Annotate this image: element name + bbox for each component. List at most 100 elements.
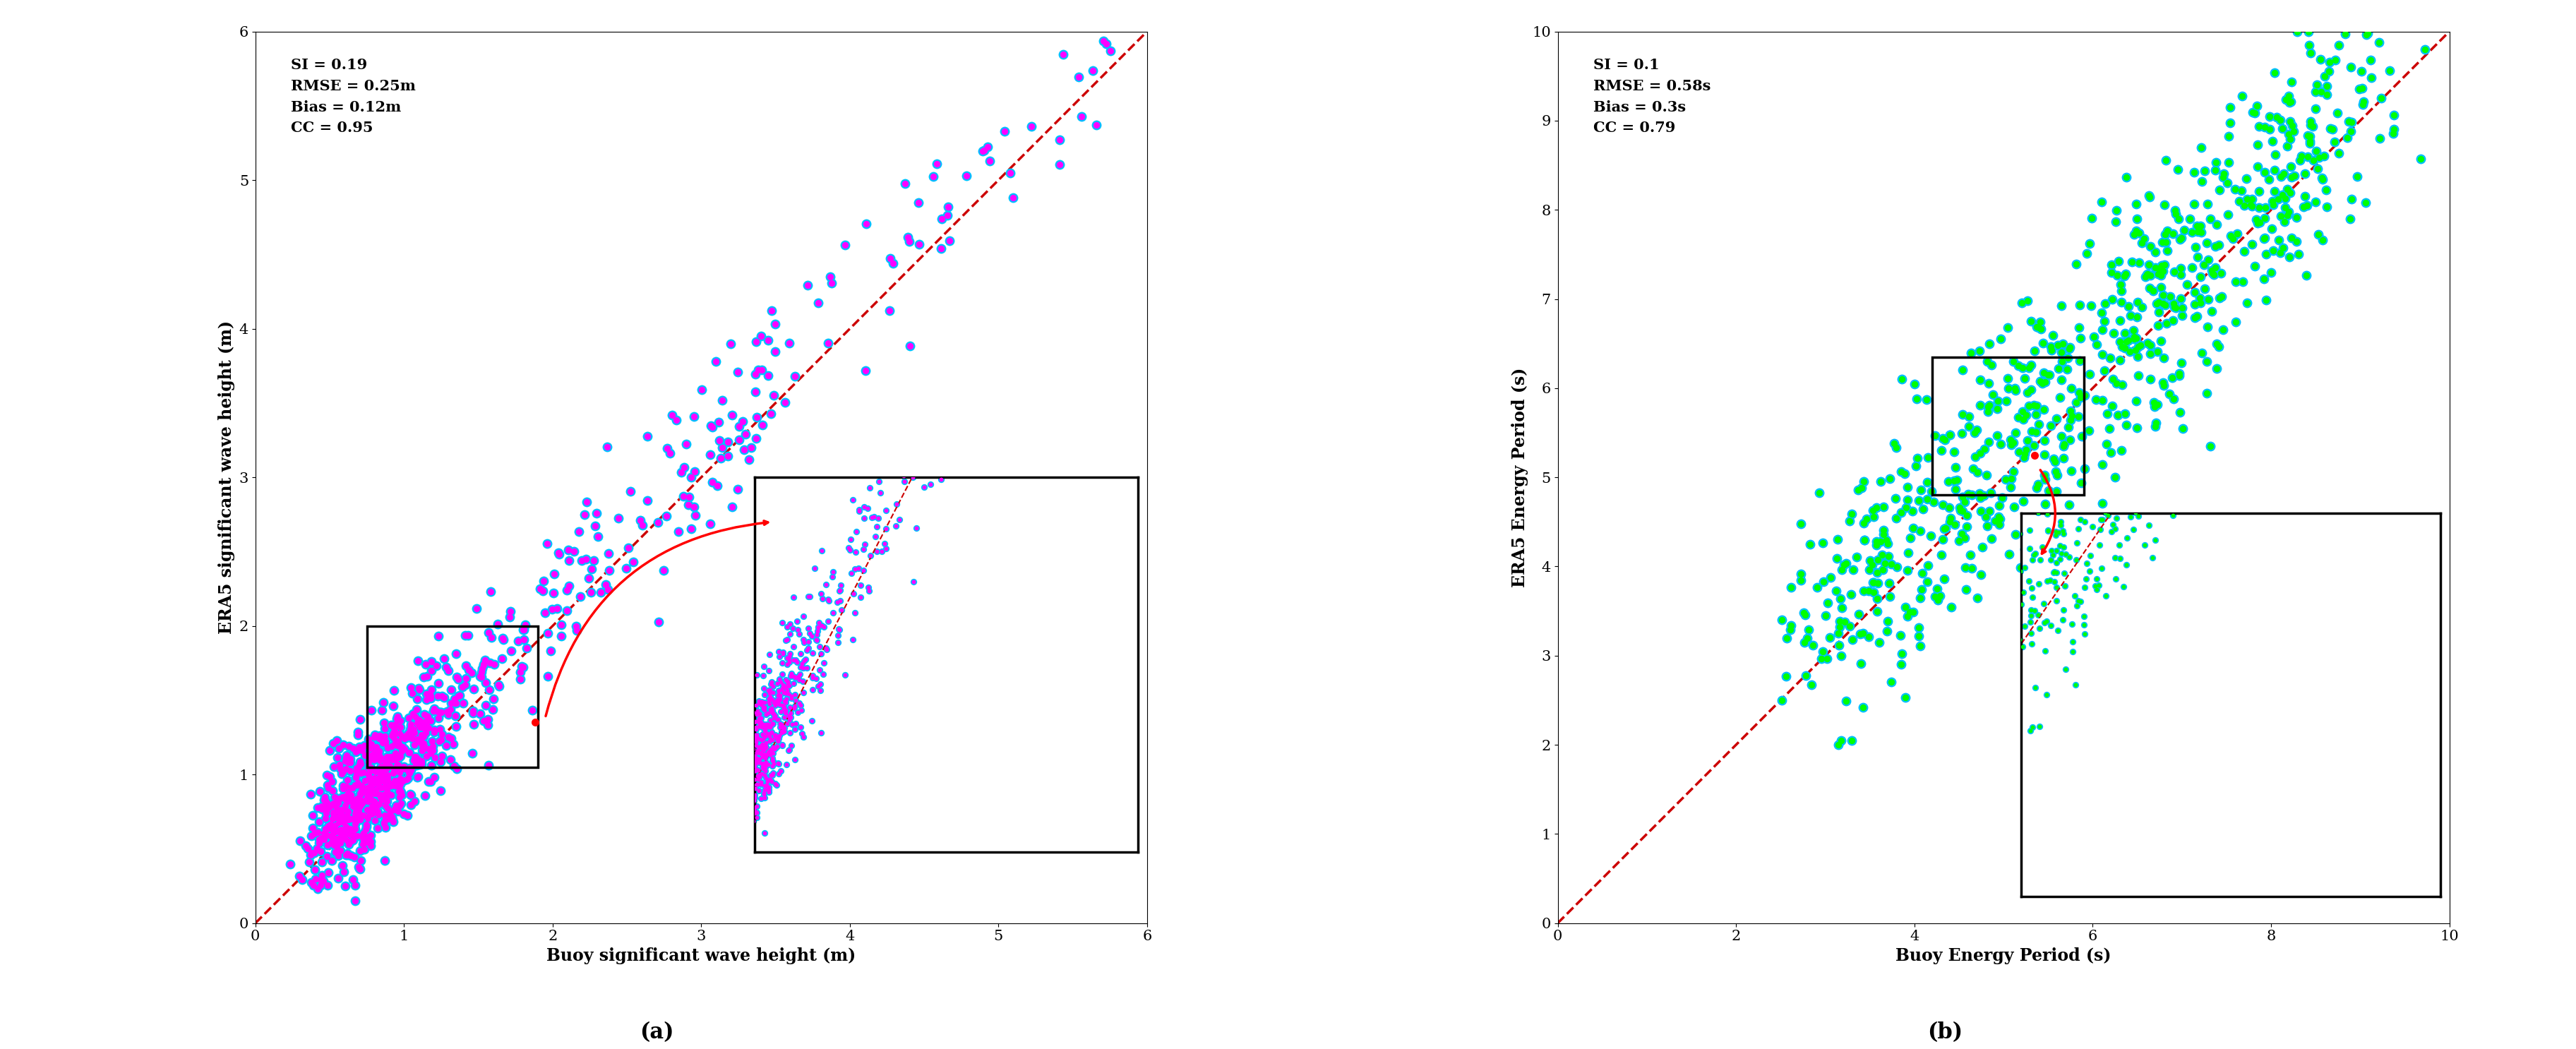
Point <box>1842 624 1883 641</box>
Point <box>381 740 422 756</box>
Point <box>417 627 459 644</box>
Point <box>451 745 492 762</box>
Point <box>309 834 350 851</box>
Point <box>1960 489 2002 506</box>
Point <box>374 729 415 746</box>
Point <box>353 762 394 778</box>
Point <box>332 740 374 756</box>
Point <box>1010 119 1051 135</box>
Point <box>2184 163 2226 179</box>
Point <box>2210 114 2251 131</box>
Point <box>737 362 778 379</box>
Point <box>2300 51 2342 68</box>
Point <box>2269 93 2311 110</box>
Point <box>1960 502 2002 519</box>
Point <box>335 893 376 909</box>
Point <box>2040 297 2081 314</box>
Point <box>1860 533 1901 550</box>
Point <box>1929 513 1971 530</box>
Point <box>2161 260 2202 277</box>
Point <box>1868 613 1909 629</box>
Point <box>374 723 415 740</box>
Point <box>1968 376 2009 392</box>
Point <box>1968 397 2009 413</box>
Point <box>412 757 453 774</box>
Point <box>672 408 714 425</box>
Point <box>1942 502 1984 519</box>
Point <box>2218 193 2259 210</box>
Point <box>428 729 469 746</box>
Point <box>701 440 742 456</box>
Point <box>2002 411 2043 428</box>
Point <box>513 702 554 719</box>
Point <box>799 295 840 312</box>
Point <box>366 768 407 785</box>
Point <box>2187 385 2228 402</box>
Point <box>2115 392 2156 409</box>
Point <box>1947 486 1989 502</box>
Point <box>2269 185 2311 201</box>
Point <box>327 820 368 837</box>
Point <box>332 833 374 850</box>
Point <box>366 811 407 828</box>
Point <box>319 821 361 838</box>
Point <box>2089 349 2130 366</box>
Point <box>340 711 381 728</box>
Point <box>389 759 430 776</box>
Point <box>314 808 355 825</box>
Point <box>2342 63 2383 80</box>
Point <box>379 780 420 797</box>
Point <box>350 762 392 778</box>
Point <box>402 668 443 685</box>
Point <box>2159 404 2200 421</box>
Point <box>562 552 603 569</box>
Point <box>2063 387 2105 404</box>
Point <box>319 814 361 831</box>
Point <box>337 860 379 877</box>
Point <box>2372 107 2414 124</box>
Point <box>407 741 448 757</box>
Point <box>376 710 417 727</box>
Point <box>2197 360 2239 377</box>
Point <box>332 822 374 839</box>
Point <box>562 552 603 569</box>
Point <box>2143 286 2184 303</box>
Point <box>337 802 379 819</box>
Point <box>299 813 340 830</box>
Point <box>363 693 404 710</box>
Point <box>2130 266 2172 283</box>
Point <box>1850 561 1891 578</box>
Point <box>1857 634 1899 650</box>
Point <box>587 562 629 579</box>
Point <box>278 868 319 884</box>
Point <box>291 786 332 802</box>
Point <box>2331 114 2372 131</box>
Point <box>350 806 392 822</box>
Point <box>319 756 361 773</box>
Point <box>1829 618 1870 635</box>
Point <box>2156 299 2197 316</box>
Point <box>482 650 523 667</box>
Point <box>1857 564 1899 581</box>
Point <box>340 777 381 794</box>
Point <box>2058 352 2099 369</box>
Point <box>327 836 368 853</box>
Point <box>2254 146 2295 163</box>
Point <box>1899 619 1940 636</box>
Point <box>2244 119 2285 135</box>
Point <box>649 445 690 462</box>
Point <box>1899 492 1940 509</box>
Point <box>2133 282 2174 299</box>
Point <box>363 728 404 745</box>
Point <box>1899 590 1940 606</box>
Point <box>2285 188 2326 205</box>
Point <box>2009 382 2050 399</box>
Point <box>2272 117 2313 134</box>
Point <box>420 748 461 765</box>
Point <box>1857 499 1899 516</box>
Point <box>343 836 384 853</box>
Point <box>471 629 513 646</box>
Point <box>1059 69 1100 86</box>
Point <box>358 743 399 759</box>
Point <box>2143 374 2184 391</box>
